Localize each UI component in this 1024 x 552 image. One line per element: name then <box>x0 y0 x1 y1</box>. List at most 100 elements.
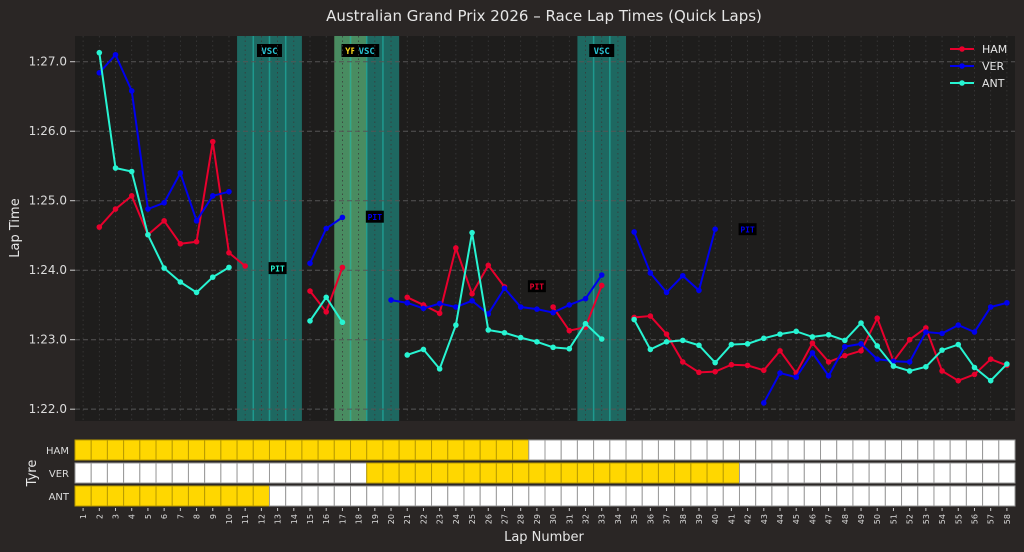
tyre-cell-ant <box>463 485 481 507</box>
tyre-cell-ver <box>706 462 724 484</box>
data-point-ham <box>307 288 313 294</box>
data-point-ver <box>388 297 394 303</box>
data-point-ver <box>404 300 411 306</box>
data-point-ant <box>955 341 962 348</box>
tyre-cell-ant <box>123 485 141 507</box>
tyre-cell-ham <box>560 439 578 461</box>
x-tick-label: 34 <box>614 514 623 524</box>
data-point-ant <box>193 289 200 296</box>
tyre-cell-ant <box>690 485 708 507</box>
tyre-cell-ham <box>431 439 449 461</box>
tyre-cell-ant <box>431 485 449 507</box>
data-point-ver <box>420 305 427 312</box>
pit-annotation: PIT <box>270 265 285 274</box>
data-point-ver <box>712 226 718 232</box>
legend: HAM VER ANT <box>950 43 1007 90</box>
tyre-cell-ham <box>641 439 659 461</box>
legend-label-ham: HAM <box>982 43 1007 56</box>
tyre-cell-ver <box>576 462 595 484</box>
track-status-label: VSC <box>359 47 375 57</box>
tyre-cell-ant <box>982 485 1000 507</box>
data-point-ham <box>485 262 492 269</box>
tyre-cell-ver <box>560 462 578 484</box>
legend-marker-ham <box>959 46 965 52</box>
pit-annotation-bg <box>365 210 384 223</box>
tyre-cell-ver <box>463 462 481 484</box>
tyre-cell-ant <box>74 485 92 507</box>
track-status-label-bg <box>256 44 282 57</box>
tyre-cell-ham <box>171 439 189 461</box>
x-tick-label: 50 <box>873 514 882 524</box>
data-point-ver <box>453 304 459 310</box>
tyre-cell-ant <box>106 485 125 507</box>
tyre-cell-ver <box>90 462 108 484</box>
x-tick-label: 42 <box>744 514 753 524</box>
data-point-ant <box>436 366 443 372</box>
tyre-row-label: ANT <box>49 492 70 503</box>
tyre-cell-ant <box>204 485 222 507</box>
data-point-ham <box>842 352 848 359</box>
x-tick-label: 54 <box>938 514 947 524</box>
data-point-ham <box>874 315 881 321</box>
data-point-ant <box>209 274 216 280</box>
data-point-ver <box>809 350 816 356</box>
tyre-cell-ant <box>884 485 903 507</box>
x-tick-label: 53 <box>922 514 931 524</box>
data-point-ver <box>436 300 443 307</box>
track-status-band <box>577 36 627 421</box>
tyre-cell-ver <box>301 462 319 484</box>
x-tick-label: 57 <box>987 514 996 524</box>
tyre-cell-ham <box>722 439 740 461</box>
tyre-cell-ham <box>447 439 465 461</box>
x-tick-label: 38 <box>679 514 688 524</box>
tyre-cell-ham <box>917 439 935 461</box>
chart-title: Australian Grand Prix 2026 – Race Lap Ti… <box>326 7 762 25</box>
data-point-ham <box>550 304 556 310</box>
tyre-cell-ant <box>560 485 578 507</box>
pit-annotation-bg <box>527 280 546 293</box>
x-tick-label: 22 <box>419 514 428 524</box>
tyre-cell-ant <box>220 485 238 507</box>
track-status-label-bg <box>354 44 380 57</box>
data-point-ham <box>955 377 962 384</box>
tyre-cell-ver <box>998 462 1016 484</box>
data-point-ant <box>647 346 654 353</box>
tyre-cell-ver <box>317 462 335 484</box>
tyre-cell-ant <box>852 485 870 507</box>
tyre-cell-ver <box>852 462 870 484</box>
data-point-ant <box>598 336 605 342</box>
tyre-cell-ham <box>544 439 562 461</box>
tyre-cell-ver <box>220 462 238 484</box>
tyre-cell-ant <box>285 485 303 507</box>
y-tick-label: 1:24.0 <box>29 263 67 277</box>
legend-marker-ver <box>959 63 965 69</box>
x-tick-label: 32 <box>582 514 591 524</box>
data-point-ver <box>485 311 492 317</box>
x-tick-label: 51 <box>889 514 898 524</box>
tyre-cell-ham <box>512 439 530 461</box>
tyre-cell-ver <box>333 462 352 484</box>
data-point-ham <box>923 325 929 331</box>
tyre-cell-ant <box>252 485 270 507</box>
data-point-ant <box>923 363 929 370</box>
tyre-cell-ham <box>998 439 1016 461</box>
tyre-cell-ant <box>414 485 433 507</box>
x-tick-label: 6 <box>160 514 169 519</box>
data-point-ant <box>890 363 897 369</box>
tyre-cell-ham <box>268 439 287 461</box>
data-point-ver <box>842 343 848 350</box>
data-point-ver <box>631 229 637 235</box>
tyre-cell-ham <box>220 439 238 461</box>
tyre-cell-ant <box>495 485 514 507</box>
data-point-ant <box>971 364 978 371</box>
tyre-cell-ant <box>268 485 287 507</box>
tyre-cell-ver <box>965 462 984 484</box>
data-point-ver <box>145 206 151 212</box>
data-point-ham <box>728 361 735 368</box>
tyre-cell-ham <box>301 439 319 461</box>
tyre-cell-ham <box>398 439 416 461</box>
tyre-cell-ham <box>123 439 141 461</box>
data-point-ham <box>242 263 248 269</box>
data-point-ant <box>307 318 313 324</box>
tyre-cell-ham <box>350 439 368 461</box>
